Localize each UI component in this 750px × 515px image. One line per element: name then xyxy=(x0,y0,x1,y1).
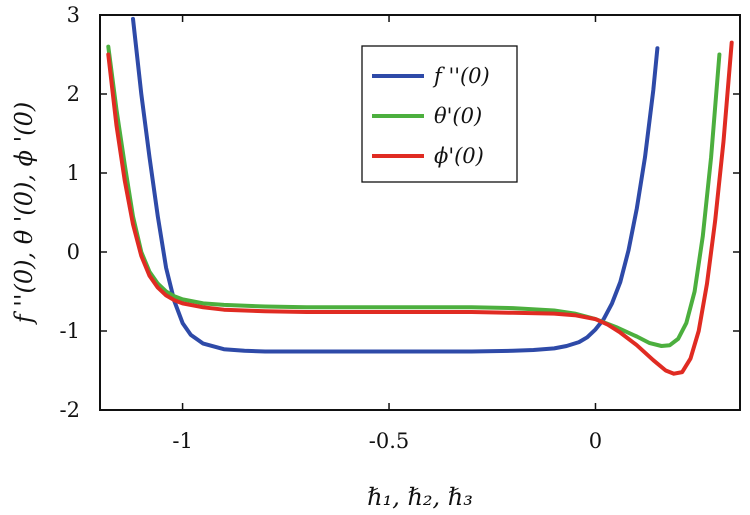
y-axis-label: f ''(0), θ '(0), ϕ '(0) xyxy=(10,102,38,325)
legend-label-3: ϕ'(0) xyxy=(434,144,484,168)
x-tick-label: 0 xyxy=(589,429,602,453)
series-line-3 xyxy=(106,40,734,376)
axes-box xyxy=(99,14,741,411)
legend-label-2: θ'(0) xyxy=(434,104,482,128)
tick-layer: -1 -0.5 0 -2 -1 0 1 2 3 xyxy=(60,3,740,453)
y-tick-label: -2 xyxy=(60,398,80,422)
series-line-1 xyxy=(131,16,660,354)
y-tick-label: 1 xyxy=(67,161,80,185)
y-tick-label: -1 xyxy=(60,319,80,343)
series-line-2 xyxy=(106,44,722,348)
x-tick-label: -1 xyxy=(172,429,192,453)
legend: f ''(0) θ'(0) ϕ'(0) xyxy=(361,45,518,183)
x-axis-label: ℏ₁, ℏ₂, ℏ₃ xyxy=(367,483,473,511)
x-tick-label: -0.5 xyxy=(369,429,410,453)
y-tick-label: 0 xyxy=(67,240,80,264)
legend-label-1: f ''(0) xyxy=(432,64,490,88)
series-layer xyxy=(106,16,734,376)
y-tick-label: 2 xyxy=(67,82,80,106)
y-tick-label: 3 xyxy=(67,3,80,27)
